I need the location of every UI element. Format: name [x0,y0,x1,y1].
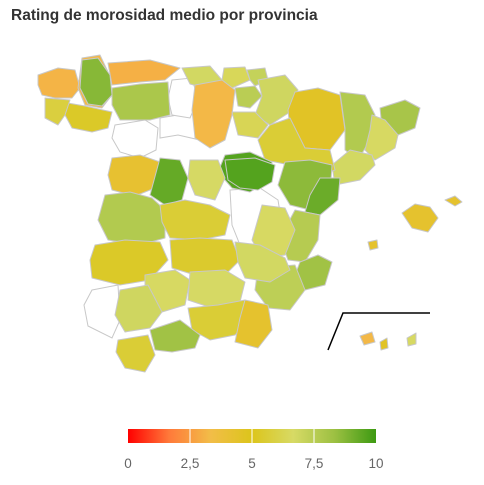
province-guadalajara[interactable] [224,157,276,191]
province-salamanca[interactable] [107,154,161,197]
province-navarra[interactable] [254,74,299,126]
province-barcelona[interactable] [364,114,399,161]
legend-tick-label: 5 [248,456,256,471]
province-santa-cruz-de-tenerife[interactable] [359,331,376,346]
province-toledo[interactable] [159,199,231,241]
province-almeria[interactable] [234,299,273,349]
province-asturias[interactable] [79,57,113,107]
province-ciudad-real[interactable] [169,237,241,276]
province-bizkaia[interactable] [221,66,251,89]
province-albacete[interactable] [234,241,291,283]
province-cantabria[interactable] [107,59,181,86]
province-caceres[interactable] [97,191,166,246]
province-zamora[interactable] [111,119,159,159]
province-canarias-west[interactable] [406,332,417,347]
province-huelva[interactable] [83,284,121,339]
province-leon[interactable] [111,81,171,121]
legend-tick-label: 0 [124,456,132,471]
province-a-coruna[interactable] [37,67,81,99]
canary-inset-border [327,312,430,351]
province-menorca[interactable] [444,195,463,207]
province-mallorca[interactable] [401,203,439,233]
province-burgos[interactable] [191,79,236,149]
chart-title: Rating de morosidad medio por provincia [11,7,318,24]
legend-tick-label: 10 [368,456,383,471]
province-las-palmas[interactable] [379,337,389,351]
province-ourense[interactable] [44,97,71,126]
province-segovia[interactable] [187,159,226,201]
province-alava[interactable] [234,85,263,109]
legend-tick-label: 2,5 [181,456,200,471]
province-avila[interactable] [149,157,189,206]
province-cuenca[interactable] [251,204,296,259]
province-ibiza[interactable] [367,239,379,251]
legend-tick-label: 7,5 [305,456,324,471]
province-malaga[interactable] [149,319,201,353]
legend-ticks: 0 2,5 5 7,5 10 [124,429,384,471]
province-la-rioja[interactable] [231,111,269,139]
province-pontevedra[interactable] [61,101,113,133]
province-cadiz[interactable] [115,334,156,373]
province-sevilla[interactable] [114,284,163,333]
